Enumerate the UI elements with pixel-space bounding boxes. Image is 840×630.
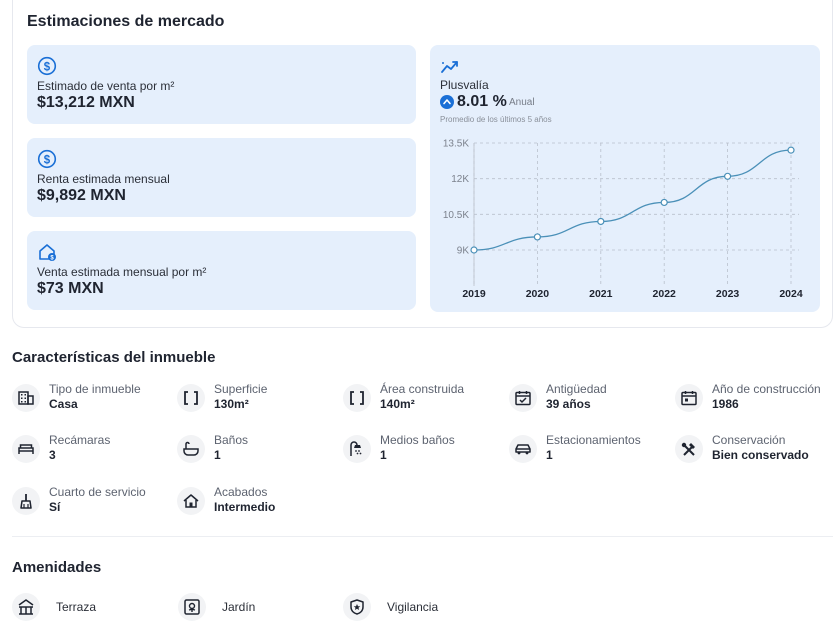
feature-label: Tipo de inmueble: [49, 382, 141, 396]
calendar-check-icon: [515, 391, 531, 406]
broom-icon: [20, 494, 32, 509]
feature-label: Área construida: [380, 382, 465, 396]
data-point: [533, 233, 542, 241]
stat-value: $73 MXN: [37, 280, 104, 297]
feature-value: 130m²: [214, 397, 249, 411]
data-point: [787, 146, 795, 154]
x-tick-label: 2024: [779, 288, 803, 300]
feature-surface: Superficie 130m²: [177, 382, 337, 422]
stat-monthly-rent: $ Renta estimada mensual $9,892 MXN: [27, 138, 416, 217]
building-icon: [18, 391, 34, 405]
feature-parking: Estacionamientos 1: [509, 433, 669, 473]
feature-label: Superficie: [214, 382, 268, 396]
y-tick-label: 13.5K: [443, 139, 469, 150]
x-tick-label: 2022: [653, 288, 677, 300]
stat-monthly-sale-per-m2: $ Venta estimada mensual por m² $73 MXN: [27, 231, 416, 310]
feature-value: 3: [49, 448, 56, 462]
bathtub-icon: [183, 441, 199, 456]
feature-label: Antigüedad: [546, 382, 607, 396]
feature-service-room: Cuarto de servicio Sí: [12, 485, 172, 525]
x-tick-label: 2020: [526, 288, 550, 300]
brackets-icon: [184, 391, 198, 405]
feature-finishes: Acabados Intermedio: [177, 485, 337, 525]
y-tick-label: 12K: [451, 174, 469, 185]
feature-label: Año de construcción: [712, 382, 821, 396]
feature-bathrooms: Baños 1: [177, 433, 337, 473]
plusvalia-subtitle: Promedio de los últimos 5 años: [440, 115, 552, 124]
feature-value: 1: [380, 448, 387, 462]
dollar-circle-icon: $: [37, 56, 57, 76]
series-line: [473, 149, 792, 251]
x-tick-label: 2023: [716, 288, 740, 300]
stat-value: $9,892 MXN: [37, 187, 126, 204]
feature-value: 1986: [712, 397, 739, 411]
car-icon: [515, 444, 531, 455]
amenity-label: Jardín: [222, 600, 256, 614]
feature-value: Casa: [49, 397, 78, 411]
house-icon: [183, 494, 199, 508]
x-tick-label: 2019: [462, 288, 486, 300]
stat-value: $13,212 MXN: [37, 94, 135, 111]
stat-label: Estimado de venta por m²: [37, 79, 175, 93]
feature-label: Medios baños: [380, 433, 455, 447]
feature-label: Baños: [214, 433, 249, 447]
arrow-up-circle-icon: [440, 95, 454, 109]
feature-label: Acabados: [214, 485, 268, 499]
feature-value: Sí: [49, 500, 61, 514]
amenity-label: Vigilancia: [387, 600, 439, 614]
trend-up-icon: [441, 61, 458, 73]
garden-icon: [184, 599, 200, 615]
feature-label: Estacionamientos: [546, 433, 641, 447]
features-section-title: Características del inmueble: [12, 349, 216, 366]
stat-label: Renta estimada mensual: [37, 172, 170, 186]
feature-half-baths: Medios baños 1: [343, 433, 503, 473]
dollar-circle-icon: $: [37, 149, 57, 169]
feature-value: Intermedio: [214, 500, 276, 514]
brackets-icon: [350, 391, 364, 405]
x-tick-label: 2021: [589, 288, 613, 300]
feature-value: Bien conservado: [712, 448, 809, 462]
data-point: [660, 198, 668, 207]
feature-label: Recámaras: [49, 433, 111, 447]
plusvalia-chart-box: Plusvalía 8.01 % Anual Promedio de los ú…: [430, 45, 820, 312]
feature-condition: Conservación Bien conservado: [675, 433, 835, 473]
chart-title: Plusvalía: [440, 78, 489, 92]
market-section-title: Estimaciones de mercado: [27, 13, 225, 30]
stat-sale-per-m2: $ Estimado de venta por m² $13,212 MXN: [27, 45, 416, 124]
section-divider: [12, 536, 833, 537]
svg-text:$: $: [44, 61, 51, 73]
plusvalia-percent: 8.01 %: [457, 93, 507, 110]
data-point: [724, 172, 732, 180]
feature-property-type: Tipo de inmueble Casa: [12, 382, 172, 422]
feature-built-area: Área construida 140m²: [343, 382, 503, 422]
market-estimates-card: Estimaciones de mercado $ Estimado de ve…: [12, 0, 833, 328]
y-tick-label: 9K: [457, 246, 470, 257]
amenity-label: Terraza: [56, 600, 97, 614]
feature-construction-year: Año de construcción 1986: [675, 382, 835, 422]
svg-text:$: $: [50, 255, 54, 261]
data-point: [470, 246, 478, 254]
y-tick-label: 10.5K: [443, 210, 469, 221]
feature-bedrooms: Recámaras 3: [12, 433, 172, 473]
plusvalia-line-chart: 9K 10.5K 12K 13.5K 2019 2020 2021 2022 2023 2024: [443, 139, 803, 301]
shower-icon: [350, 441, 362, 456]
calendar-icon: [681, 391, 697, 406]
bed-icon: [18, 444, 34, 454]
shield-star-icon: [350, 599, 364, 615]
plusvalia-period: Anual: [509, 97, 535, 108]
feature-value: 39 años: [546, 397, 591, 411]
feature-value: 1: [546, 448, 553, 462]
feature-value: 1: [214, 448, 221, 462]
feature-label: Conservación: [712, 433, 786, 447]
tools-icon: [681, 442, 695, 456]
amenities-section-title: Amenidades: [12, 559, 102, 576]
svg-text:$: $: [44, 154, 51, 166]
stat-label: Venta estimada mensual por m²: [37, 265, 207, 279]
feature-value: 140m²: [380, 397, 415, 411]
feature-age: Antigüedad 39 años: [509, 382, 669, 422]
house-dollar-icon: $: [39, 244, 56, 261]
feature-label: Cuarto de servicio: [49, 485, 146, 499]
data-point: [597, 217, 605, 226]
terrace-icon: [18, 599, 34, 615]
